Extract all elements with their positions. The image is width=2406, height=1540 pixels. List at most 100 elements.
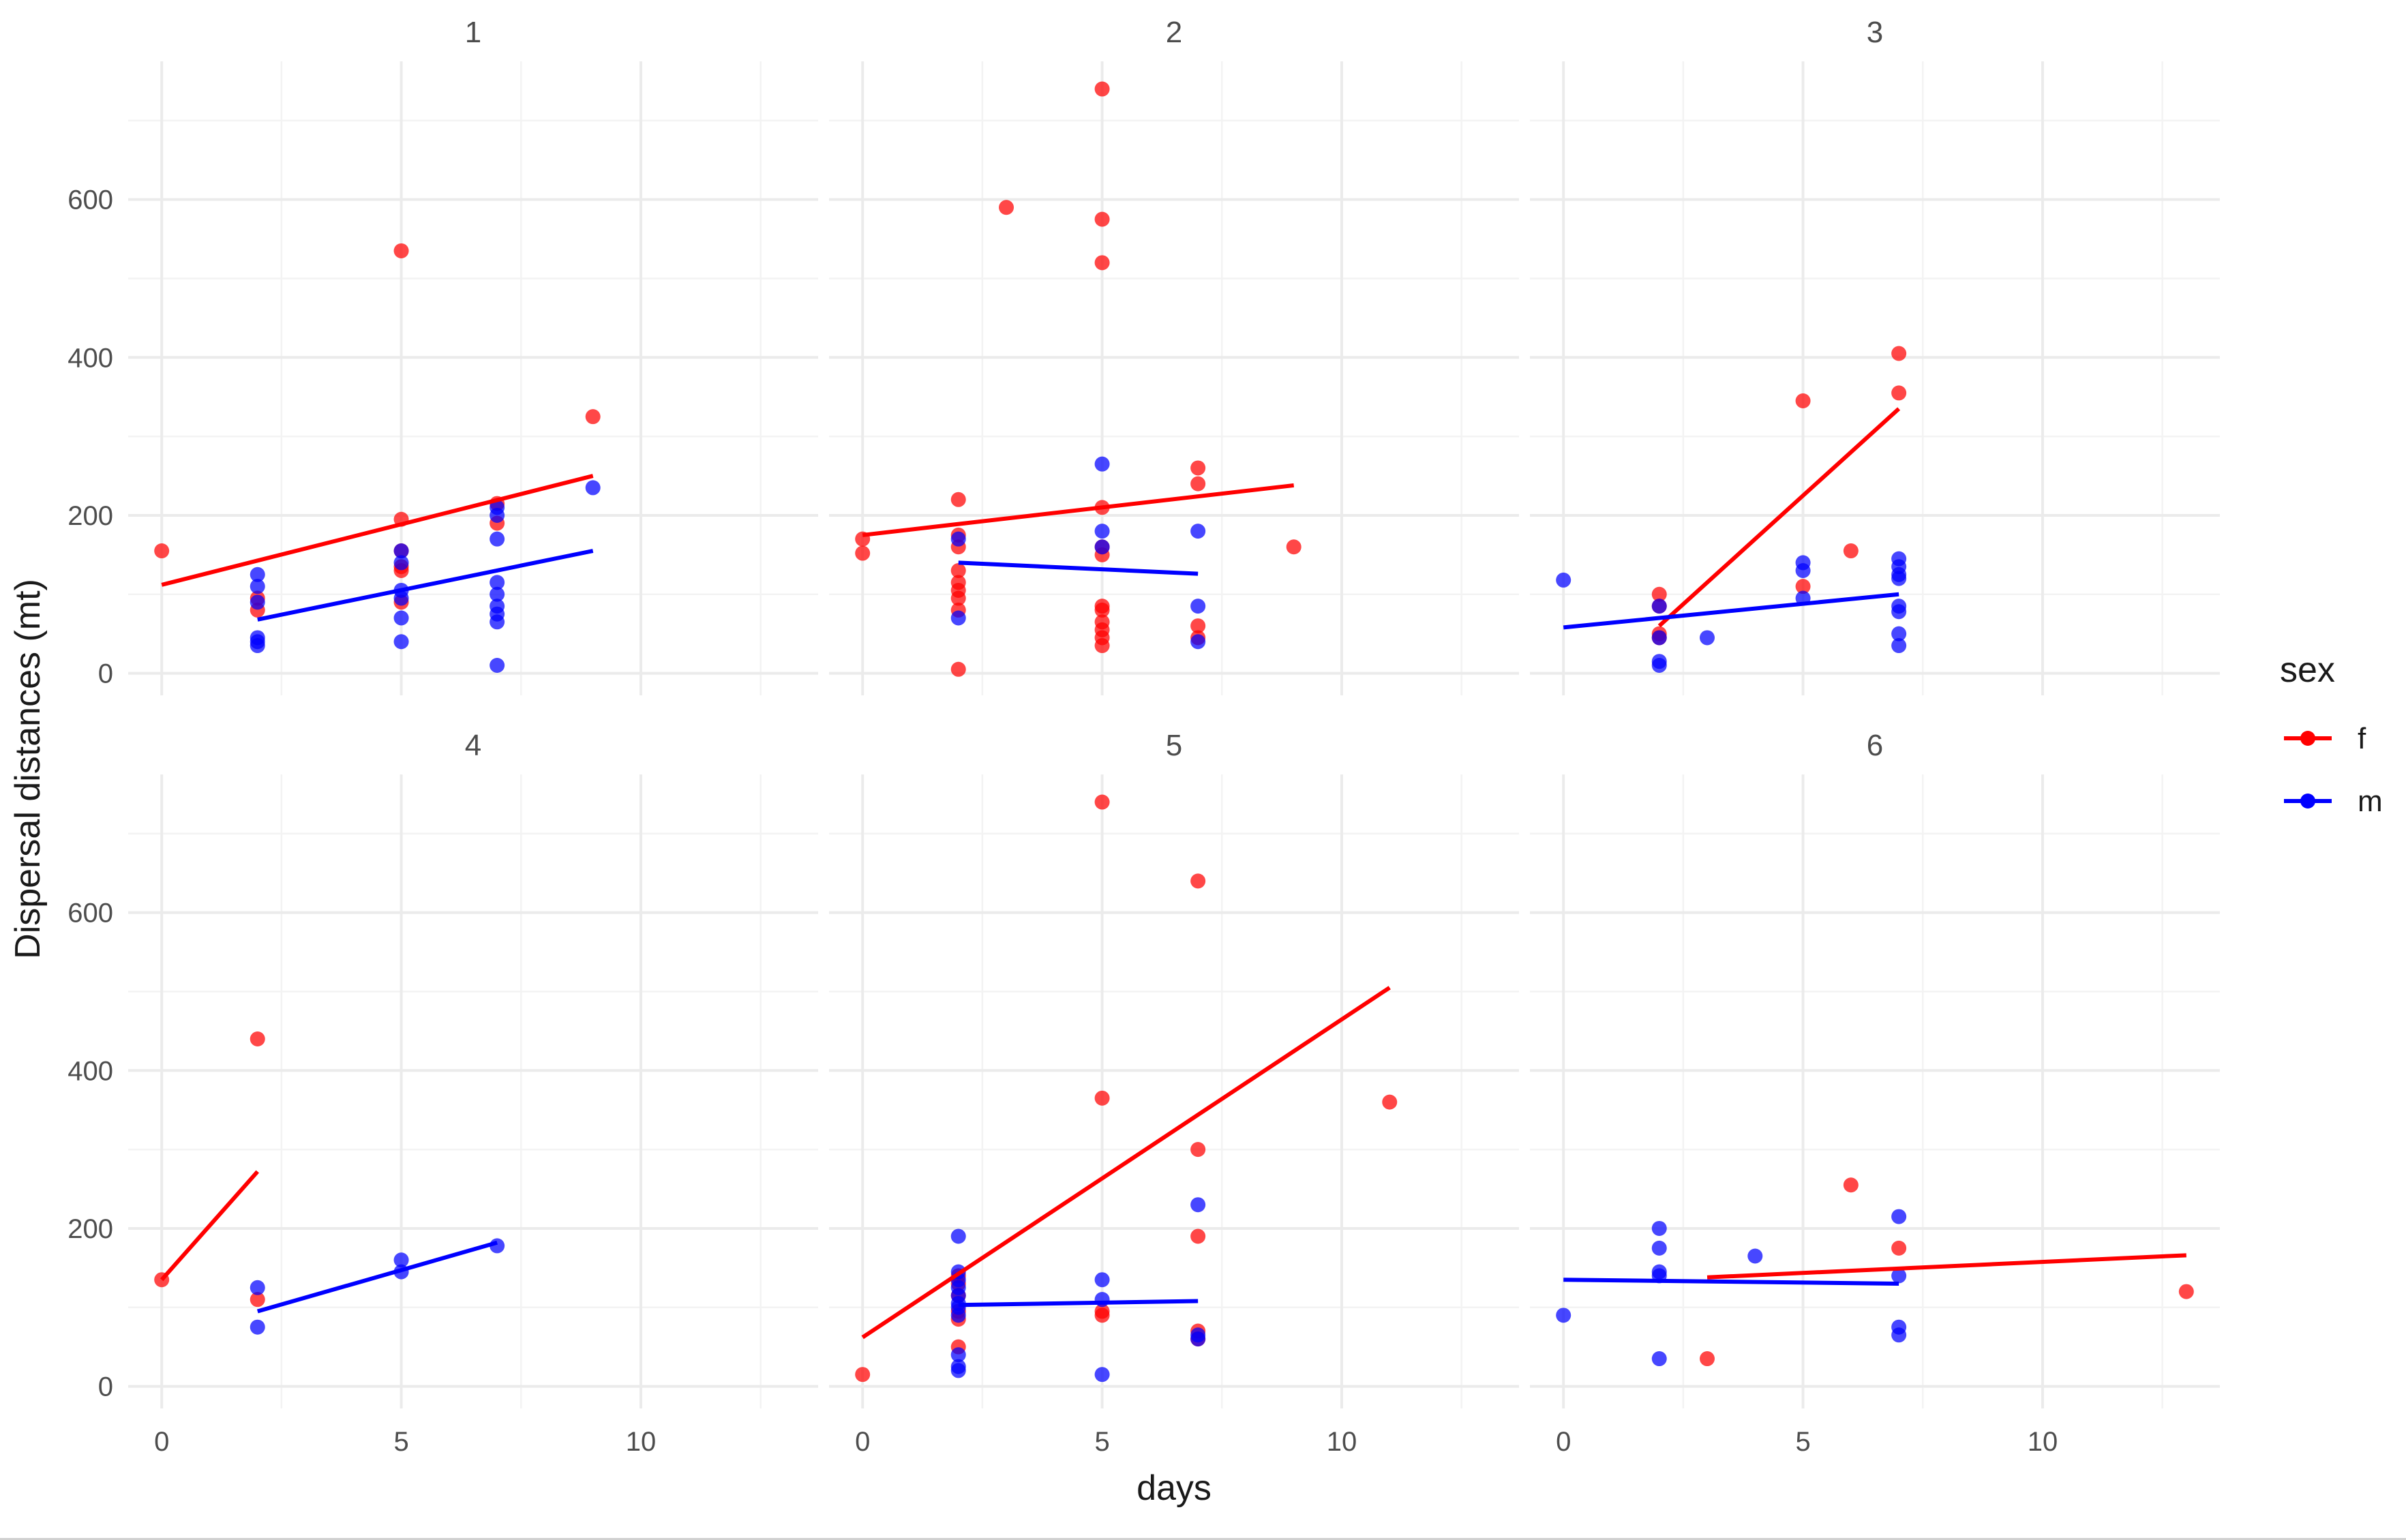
point-m (393, 543, 409, 559)
point-m (950, 1308, 966, 1323)
point-f (154, 543, 170, 559)
panel-title: 4 (465, 729, 481, 762)
point-f (585, 409, 601, 425)
point-f (1286, 539, 1302, 555)
point-m (1700, 630, 1715, 646)
point-m (950, 610, 966, 626)
point-f (1094, 1308, 1110, 1323)
point-m (585, 480, 601, 496)
trend-line-f (161, 474, 594, 587)
point-f (250, 1292, 265, 1308)
x-tick-label: 10 (2028, 1427, 2058, 1457)
point-m (490, 507, 505, 523)
point-m (1094, 1367, 1110, 1383)
point-f (1190, 618, 1206, 634)
point-m (1891, 604, 1907, 620)
point-m (1651, 1220, 1667, 1236)
point-f (393, 243, 409, 258)
point-f (1382, 1094, 1398, 1110)
point-f (1891, 346, 1907, 361)
panel-title: 1 (465, 16, 481, 49)
point-m (1651, 599, 1667, 614)
point-f (1094, 255, 1110, 271)
point-m (490, 614, 505, 630)
trend-line-m (958, 1299, 1199, 1308)
y-tick-label: 400 (67, 343, 113, 373)
x-tick-label: 10 (626, 1427, 657, 1457)
point-f (1891, 385, 1907, 401)
trend-line-m (256, 1240, 498, 1314)
point-m (1190, 599, 1206, 614)
point-m (250, 638, 265, 654)
trend-line-m (1563, 592, 1899, 630)
legend-entries: fm (2284, 722, 2383, 818)
point-m (393, 634, 409, 650)
point-m (1651, 657, 1667, 673)
point-m (1651, 630, 1667, 646)
y-tick-label: 400 (67, 1056, 113, 1086)
point-f (999, 200, 1014, 215)
point-f (1891, 1240, 1907, 1256)
panel-5: 5 0 5 10 (829, 729, 1519, 1457)
y-tick-label: 200 (67, 501, 113, 531)
point-m (950, 1347, 966, 1363)
point-f (1190, 460, 1206, 476)
legend-label-f: f (2358, 722, 2366, 755)
x-tick-label: 0 (154, 1427, 169, 1457)
x-axis-title: days (1137, 1468, 1212, 1508)
point-f (1190, 476, 1206, 492)
point-m (1094, 1272, 1110, 1288)
point-m (250, 1319, 265, 1335)
x-tick-label: 10 (1327, 1427, 1357, 1457)
point-f (1843, 1177, 1859, 1193)
point-m (393, 590, 409, 606)
x-tick-label: 5 (393, 1427, 408, 1457)
panel-2: 2 (829, 16, 1519, 695)
y-tick-label: 600 (67, 899, 113, 928)
point-m (393, 1252, 409, 1268)
point-f (1843, 543, 1859, 559)
point-m (1891, 1209, 1907, 1224)
point-m (1190, 1197, 1206, 1213)
point-m (490, 531, 505, 547)
point-m (1094, 524, 1110, 539)
bottom-rule (0, 1538, 2406, 1540)
point-m (1891, 1327, 1907, 1343)
point-f (855, 1367, 871, 1383)
point-m (950, 1228, 966, 1244)
y-tick-label: 0 (98, 659, 113, 689)
trend-line-f (862, 483, 1295, 537)
point-m (1190, 634, 1206, 650)
point-m (1556, 572, 1572, 588)
point-f (1651, 586, 1667, 602)
x-tick-label: 5 (1795, 1427, 1810, 1457)
legend-key-point-f (2300, 731, 2315, 746)
point-m (250, 594, 265, 610)
point-m (950, 1363, 966, 1378)
point-f (950, 590, 966, 606)
point-f (1094, 602, 1110, 618)
point-m (1190, 1331, 1206, 1347)
point-f (950, 492, 966, 507)
point-f (1700, 1351, 1715, 1367)
point-m (1891, 638, 1907, 654)
panel-3: 3 (1530, 16, 2220, 695)
point-m (490, 586, 505, 602)
point-f (1094, 81, 1110, 97)
panel-title: 2 (1166, 16, 1182, 49)
point-m (950, 531, 966, 547)
y-tick-label: 200 (67, 1214, 113, 1244)
legend: sex fm (2280, 650, 2383, 818)
point-m (1190, 524, 1206, 539)
trend-line-f (1706, 1253, 2186, 1280)
panel-title: 6 (1867, 729, 1883, 762)
point-f (1094, 211, 1110, 227)
point-f (1190, 1228, 1206, 1244)
point-f (950, 661, 966, 677)
point-m (1747, 1248, 1763, 1264)
point-f (1190, 873, 1206, 889)
point-m (490, 575, 505, 590)
x-tick-label: 0 (1556, 1427, 1571, 1457)
